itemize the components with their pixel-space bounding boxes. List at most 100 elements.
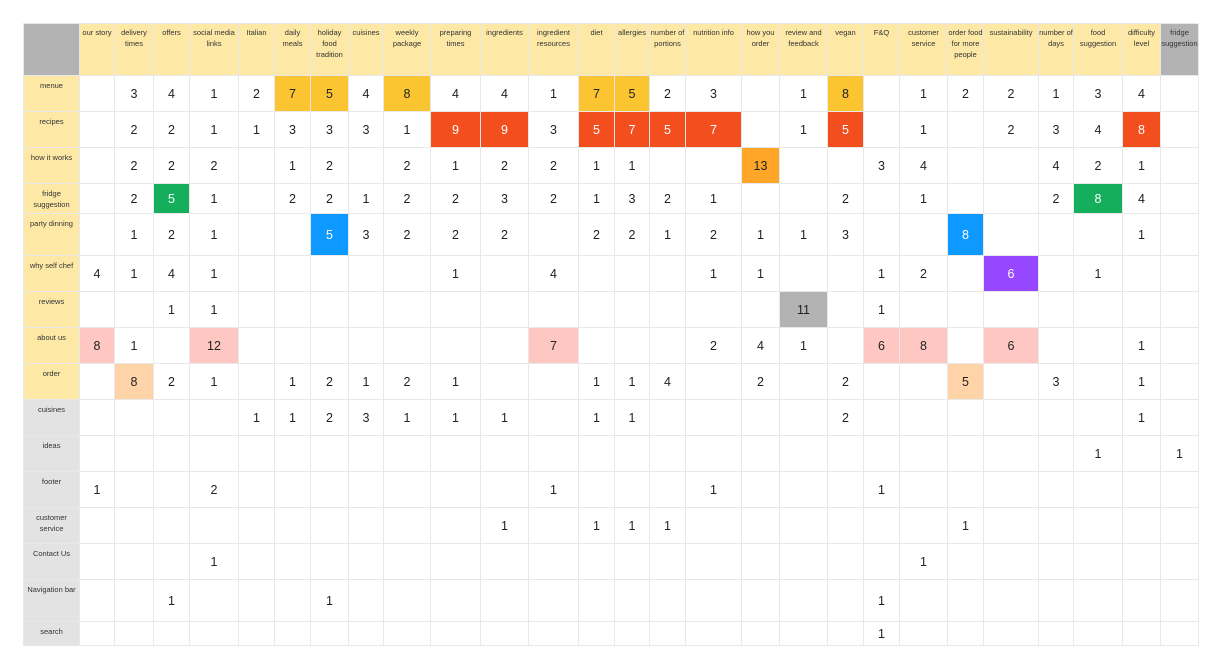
matrix-cell [383, 327, 431, 364]
matrix-cell [310, 543, 349, 580]
matrix-cell: 4 [528, 255, 579, 292]
matrix-cell [310, 255, 349, 292]
matrix-cell: 2 [153, 363, 190, 400]
matrix-cell [779, 621, 828, 646]
matrix-cell [899, 399, 948, 436]
column-header-food-suggestion: food suggestion [1073, 23, 1123, 76]
matrix-cell [1038, 471, 1074, 508]
matrix-cell [983, 213, 1039, 256]
matrix-cell [238, 213, 275, 256]
matrix-cell: 12 [189, 327, 239, 364]
matrix-cell [383, 471, 431, 508]
matrix-cell [741, 543, 780, 580]
matrix-cell: 1 [1122, 363, 1161, 400]
matrix-cell [528, 621, 579, 646]
matrix-cell: 1 [649, 213, 686, 256]
matrix-cell: 7 [614, 111, 650, 148]
column-header-order-food-for-more-people: order food for more people [947, 23, 984, 76]
matrix-cell [430, 579, 481, 622]
matrix-cell: 1 [578, 399, 615, 436]
column-header-fandq: F&Q [863, 23, 900, 76]
matrix-cell [741, 183, 780, 214]
table-row: about us 8 1 12 7 2 4 1 6 8 6 1 [23, 327, 1199, 364]
matrix-cell: 1 [685, 255, 742, 292]
matrix-cell: 1 [863, 621, 900, 646]
matrix-cell [779, 255, 828, 292]
matrix-cell [1038, 543, 1074, 580]
matrix-cell [1160, 255, 1199, 292]
matrix-cell [1160, 621, 1199, 646]
matrix-cell [614, 255, 650, 292]
matrix-cell [528, 363, 579, 400]
row-header-footer: footer [23, 471, 80, 508]
matrix-cell: 2 [480, 213, 529, 256]
matrix-cell [310, 327, 349, 364]
matrix-cell [1073, 399, 1123, 436]
matrix-cell [779, 471, 828, 508]
matrix-cell: 1 [238, 111, 275, 148]
matrix-cell [983, 579, 1039, 622]
matrix-cell [528, 507, 579, 544]
column-header-ingredients: ingredients [480, 23, 529, 76]
matrix-cell [947, 399, 984, 436]
row-header-navigation-bar: Navigation bar [23, 579, 80, 622]
row-header-reviews: reviews [23, 291, 80, 328]
matrix-cell [1160, 111, 1199, 148]
matrix-cell: 2 [983, 111, 1039, 148]
matrix-cell: 1 [189, 255, 239, 292]
row-header-about-us: about us [23, 327, 80, 364]
matrix-cell: 1 [430, 363, 481, 400]
matrix-cell: 3 [1038, 111, 1074, 148]
matrix-cell: 5 [827, 111, 864, 148]
table-row: ideas 1 1 [23, 435, 1199, 472]
matrix-cell [947, 147, 984, 184]
matrix-cell [528, 213, 579, 256]
matrix-cell [528, 291, 579, 328]
matrix-cell [238, 183, 275, 214]
matrix-cell [1160, 363, 1199, 400]
matrix-cell [1160, 543, 1199, 580]
matrix-cell [383, 579, 431, 622]
matrix-cell: 4 [430, 75, 481, 112]
matrix-cell: 1 [189, 213, 239, 256]
matrix-cell [1038, 213, 1074, 256]
matrix-cell [578, 621, 615, 646]
matrix-cell [779, 579, 828, 622]
matrix-cell [649, 435, 686, 472]
matrix-cell [1038, 621, 1074, 646]
matrix-cell [649, 543, 686, 580]
table-row: menue 3 4 1 2 7 5 4 8 4 4 1 7 5 2 3 1 8 1 2 2 1 3 4 [23, 75, 1199, 112]
table-row: cuisines 1 1 2 3 1 1 1 1 1 2 1 [23, 399, 1199, 436]
matrix-cell [899, 471, 948, 508]
matrix-cell [947, 255, 984, 292]
matrix-cell [685, 543, 742, 580]
matrix-cell: 1 [1122, 147, 1161, 184]
matrix-cell: 1 [189, 363, 239, 400]
matrix-cell: 2 [649, 183, 686, 214]
column-header-how-you-order: how you order [741, 23, 780, 76]
matrix-cell [1073, 327, 1123, 364]
matrix-cell [430, 507, 481, 544]
matrix-cell: 1 [274, 147, 311, 184]
matrix-cell [1160, 471, 1199, 508]
matrix-cell: 8 [1073, 183, 1123, 214]
matrix-cell [348, 147, 384, 184]
matrix-cell: 2 [383, 363, 431, 400]
matrix-cell [310, 507, 349, 544]
matrix-cell: 2 [383, 147, 431, 184]
matrix-cell [310, 471, 349, 508]
column-header-social-media-links: social media links [189, 23, 239, 76]
matrix-cell [383, 621, 431, 646]
matrix-cell: 1 [779, 213, 828, 256]
matrix-cell [1038, 507, 1074, 544]
matrix-cell: 2 [153, 213, 190, 256]
matrix-cell [480, 579, 529, 622]
column-header-number-of-portions: number of portions [649, 23, 686, 76]
matrix-cell [578, 435, 615, 472]
matrix-cell [274, 255, 311, 292]
matrix-cell [528, 399, 579, 436]
matrix-cell [528, 543, 579, 580]
matrix-cell: 2 [899, 255, 948, 292]
matrix-cell: 5 [310, 213, 349, 256]
matrix-cell [79, 213, 115, 256]
